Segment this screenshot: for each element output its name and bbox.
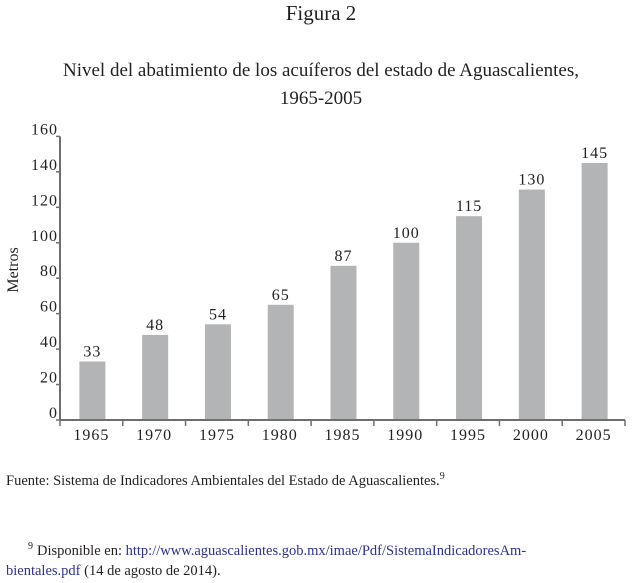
chart-title: Nivel del abatimiento de los acuíferos d… <box>0 57 642 113</box>
x-tick-label: 2005 <box>576 427 612 444</box>
data-label: 145 <box>581 145 608 162</box>
figure-label: Figura 2 <box>285 1 357 25</box>
source-footnote-ref[interactable]: 9 <box>439 471 445 482</box>
bar-1965 <box>79 361 106 419</box>
x-tick-label: 1985 <box>325 427 361 444</box>
data-label: 65 <box>272 287 290 304</box>
data-label: 87 <box>335 248 353 265</box>
y-axis-label: Metros <box>5 247 22 292</box>
y-tick-label: 160 <box>31 121 58 138</box>
data-label: 48 <box>146 317 164 334</box>
footnote-link-part2[interactable]: bientales.pdf <box>6 563 81 579</box>
y-tick-label: 100 <box>31 228 58 245</box>
bars <box>79 162 608 420</box>
axes: 0 20 40 60 80 100 120 140 160 1965 1970 1975 1980 198… <box>31 121 626 444</box>
data-label: 54 <box>209 306 227 323</box>
x-tick-label: 1980 <box>262 427 298 444</box>
source-note: Fuente: Sistema de Indicadores Ambiental… <box>6 471 445 490</box>
bar-1985 <box>330 265 357 419</box>
bar-chart: 0 20 40 60 80 100 120 140 160 1965 1970 1975 1980 198… <box>5 121 626 444</box>
data-label: 130 <box>518 172 545 189</box>
y-tick-label: 80 <box>40 263 58 280</box>
bar-2005 <box>581 162 608 420</box>
y-tick-label: 140 <box>31 157 58 174</box>
footnote: 9 Disponible en: http://www.aguascaliente… <box>6 537 636 581</box>
x-tick-label: 1965 <box>73 427 109 444</box>
x-tick-label: 2000 <box>513 427 549 444</box>
bar-1975 <box>204 324 231 419</box>
x-tick-label: 1970 <box>136 427 172 444</box>
footnote-suffix: (14 de agosto de 2014). <box>80 563 221 579</box>
bar-1990 <box>393 242 420 419</box>
x-tick-label: 1995 <box>450 427 486 444</box>
bar-1995 <box>456 216 483 419</box>
bar-1980 <box>267 304 294 419</box>
chart-title-line2: 1965-2005 <box>279 88 363 109</box>
footnote-number: 9 <box>28 541 33 552</box>
data-label: 115 <box>456 198 482 215</box>
y-tick-label: 40 <box>40 334 58 351</box>
x-tick-label: 1975 <box>199 427 235 444</box>
bar-1970 <box>142 334 169 419</box>
data-labels: 33 48 54 65 87 100 115 130 145 <box>83 145 608 361</box>
footnote-prefix: Disponible en: <box>37 543 126 559</box>
data-label: 33 <box>83 344 101 361</box>
source-text: Fuente: Sistema de Indicadores Ambiental… <box>6 473 440 489</box>
y-tick-label: 0 <box>49 405 58 422</box>
footnote-link-part1[interactable]: http://www.aguascalientes.gob.mx/imae/Pd… <box>125 543 527 559</box>
y-tick-label: 20 <box>40 370 58 387</box>
data-label: 100 <box>393 225 420 242</box>
y-tick-label: 120 <box>31 192 58 209</box>
x-tick-label: 1990 <box>387 427 423 444</box>
y-tick-label: 60 <box>40 299 58 316</box>
bar-2000 <box>518 189 545 419</box>
chart-title-line1: Nivel del abatimiento de los acuíferos d… <box>63 60 579 81</box>
